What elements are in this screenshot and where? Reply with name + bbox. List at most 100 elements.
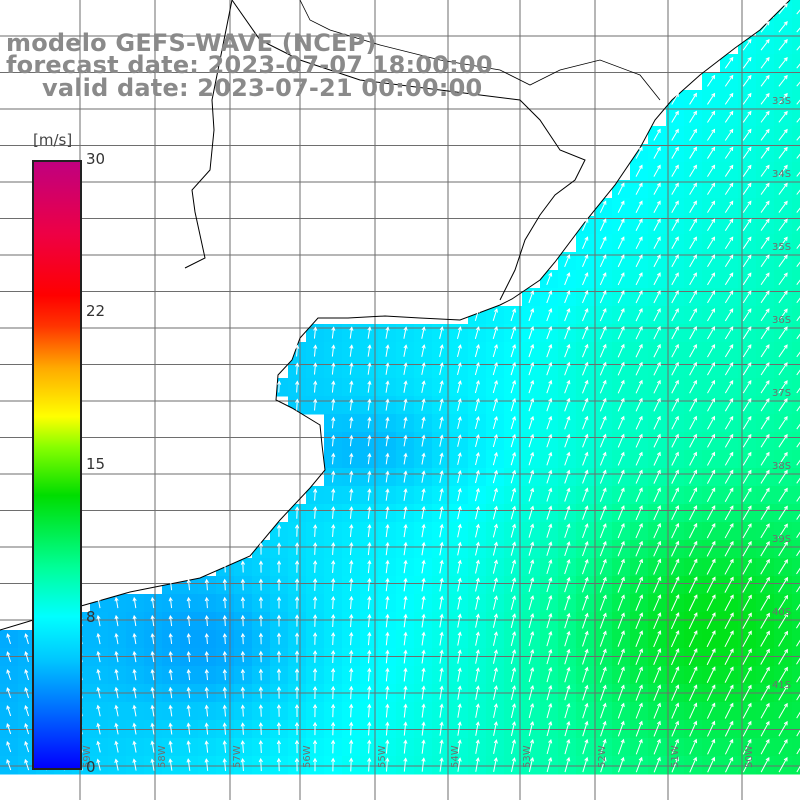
wind-arrow xyxy=(528,308,535,322)
wind-arrow xyxy=(367,631,372,646)
wind-arrow xyxy=(582,290,589,304)
wind-arrow xyxy=(582,415,589,430)
wind-speed-cell xyxy=(792,630,800,649)
wind-speed-cell xyxy=(792,216,800,235)
wind-arrow xyxy=(294,704,300,717)
wind-arrow xyxy=(617,415,625,430)
wind-speed-cell xyxy=(792,144,800,163)
wind-arrow xyxy=(564,343,571,358)
wind-arrow xyxy=(582,684,589,701)
wind-arrow xyxy=(367,541,372,556)
border-line xyxy=(299,0,661,101)
wind-arrow xyxy=(457,649,462,664)
wind-arrow xyxy=(689,236,697,250)
wind-arrow xyxy=(349,703,354,718)
wind-arrow xyxy=(600,702,607,719)
wind-arrow xyxy=(546,308,553,322)
wind-arrow xyxy=(421,488,426,501)
wind-arrow xyxy=(582,630,589,647)
wind-arrow xyxy=(385,649,390,664)
wind-arrow xyxy=(617,558,625,575)
wind-arrow xyxy=(204,740,209,753)
wind-arrow xyxy=(294,524,300,537)
wind-arrow xyxy=(599,379,607,394)
wind-arrow xyxy=(724,469,734,484)
wind-arrow xyxy=(439,595,444,610)
wind-arrow xyxy=(349,488,354,501)
wind-arrow xyxy=(403,523,408,538)
wind-arrow xyxy=(240,686,245,699)
wind-arrow xyxy=(349,631,354,646)
wind-arrow xyxy=(276,632,282,645)
wind-arrow xyxy=(493,685,498,700)
wind-arrow xyxy=(150,722,155,735)
wind-arrow xyxy=(132,668,137,681)
colorbar-tick-label: 22 xyxy=(86,302,106,320)
wind-arrow xyxy=(258,704,263,717)
wind-arrow xyxy=(510,469,517,484)
wind-arrow xyxy=(295,344,300,357)
wind-arrow xyxy=(724,379,734,394)
wind-arrow xyxy=(796,459,800,466)
wind-arrow xyxy=(403,452,408,465)
wind-speed-cell xyxy=(792,342,800,361)
wind-arrow xyxy=(796,585,800,593)
wind-arrow xyxy=(670,558,680,575)
wind-arrow xyxy=(439,362,444,375)
wind-arrow xyxy=(742,756,752,773)
wind-arrow xyxy=(760,558,770,575)
wind-arrow xyxy=(222,758,227,771)
wind-arrow xyxy=(475,685,480,700)
wind-arrow xyxy=(367,523,372,538)
wind-arrow xyxy=(760,380,770,394)
wind-arrow xyxy=(294,739,300,754)
wind-arrow xyxy=(367,685,372,700)
latitude-label: 34S xyxy=(772,169,792,180)
wind-arrow xyxy=(331,398,336,411)
wind-arrow xyxy=(313,524,318,537)
wind-arrow xyxy=(742,56,752,69)
wind-arrow xyxy=(653,648,662,666)
wind-arrow xyxy=(760,218,770,231)
wind-arrow xyxy=(510,487,517,502)
wind-arrow xyxy=(546,594,553,611)
wind-arrow xyxy=(689,738,698,755)
wind-arrow xyxy=(653,505,661,521)
wind-arrow xyxy=(760,756,770,773)
wind-arrow xyxy=(457,559,462,574)
wind-arrow xyxy=(222,578,227,591)
wind-arrow xyxy=(132,596,137,609)
wind-arrow xyxy=(240,632,246,645)
wind-arrow xyxy=(528,451,535,466)
wind-arrow xyxy=(475,739,480,754)
wind-arrow xyxy=(96,596,101,609)
wind-speed-cell xyxy=(792,90,800,109)
wind-arrow xyxy=(546,756,553,773)
wind-arrow xyxy=(599,576,607,593)
wind-arrow xyxy=(617,433,625,448)
wind-arrow xyxy=(510,595,517,610)
wind-speed-cell xyxy=(792,432,800,451)
wind-arrow xyxy=(724,576,734,593)
wind-arrow xyxy=(599,397,607,412)
wind-arrow xyxy=(421,541,426,556)
wind-arrow xyxy=(724,738,734,755)
wind-arrow xyxy=(617,469,625,484)
wind-arrow xyxy=(617,182,625,195)
wind-arrow xyxy=(760,541,770,557)
wind-arrow xyxy=(689,164,697,177)
wind-arrow xyxy=(707,720,716,737)
wind-arrow xyxy=(707,326,716,340)
wind-arrow xyxy=(778,757,788,773)
wind-arrow xyxy=(796,477,800,484)
wind-arrow xyxy=(114,596,119,609)
wind-arrow xyxy=(330,757,336,772)
wind-arrow xyxy=(385,434,390,447)
wind-arrow xyxy=(689,397,697,412)
wind-arrow xyxy=(742,308,752,322)
wind-arrow xyxy=(796,675,800,683)
wind-arrow xyxy=(528,433,535,448)
colorbar-tick-label: 0 xyxy=(86,758,96,776)
wind-arrow xyxy=(510,308,517,322)
wind-arrow xyxy=(403,541,408,556)
